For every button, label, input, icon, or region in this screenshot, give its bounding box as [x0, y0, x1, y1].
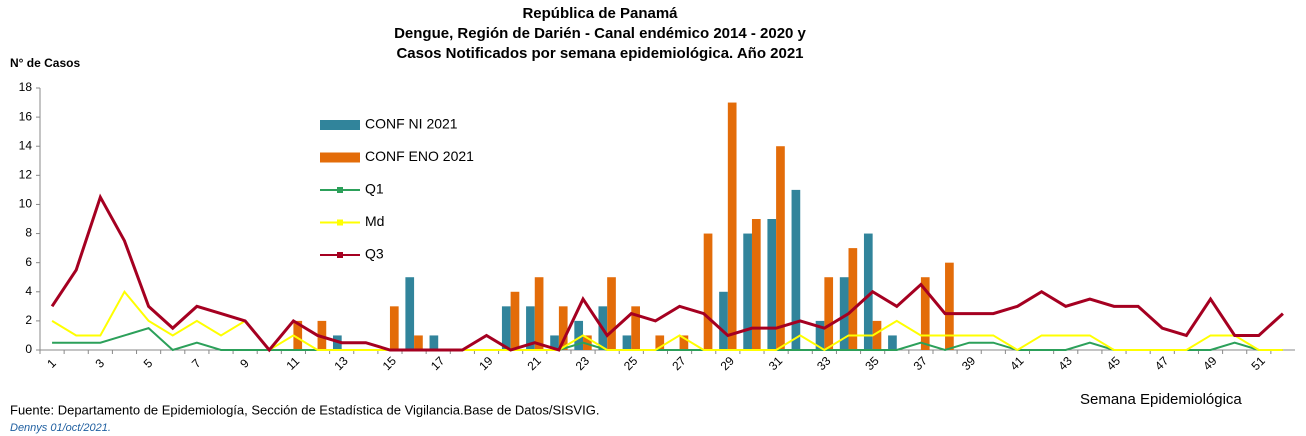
y-tick-label: 0 — [25, 342, 32, 356]
note: Dennys 01/oct/2021. — [10, 422, 111, 434]
bar — [719, 291, 728, 350]
bar — [776, 146, 785, 350]
legend-marker — [337, 187, 343, 193]
bar — [751, 219, 761, 350]
bar — [815, 320, 825, 350]
x-tick-label: 29 — [718, 354, 738, 374]
x-tick-label: 9 — [237, 356, 252, 371]
x-tick-label: 41 — [1007, 354, 1027, 374]
y-tick-label: 2 — [25, 313, 32, 327]
x-tick-label: 13 — [331, 354, 351, 374]
x-tick-label: 3 — [92, 356, 107, 371]
line — [52, 327, 1283, 352]
bar — [945, 262, 954, 350]
bar — [550, 335, 559, 350]
bar — [888, 335, 897, 350]
x-axis-label: Semana Epidemiológica — [1080, 391, 1242, 408]
bar — [839, 277, 849, 350]
bar — [405, 277, 415, 350]
bar — [526, 306, 535, 350]
x-tick-label: 37 — [911, 354, 931, 374]
y-tick-label: 16 — [19, 109, 33, 123]
x-tick-label: 27 — [669, 354, 689, 374]
x-tick-label: 11 — [283, 354, 302, 373]
x-tick-label: 33 — [814, 354, 834, 374]
x-tick-label: 47 — [1152, 354, 1172, 374]
x-tick-label: 43 — [1055, 354, 1075, 374]
bar — [679, 335, 689, 350]
x-tick-label: 15 — [380, 354, 400, 374]
x-tick-label: 19 — [476, 354, 496, 374]
legend-label: Md — [365, 213, 384, 229]
bar — [727, 102, 737, 350]
y-tick-label: 14 — [19, 138, 33, 152]
source: Fuente: Departamento de Epidemiología, S… — [10, 402, 599, 417]
y-tick-label: 10 — [19, 197, 33, 211]
bar — [863, 233, 873, 350]
y-tick-label: 8 — [25, 226, 32, 240]
x-tick-label: 5 — [141, 356, 156, 371]
y-tick-label: 4 — [25, 284, 32, 298]
line — [50, 193, 1284, 353]
x-tick-label: 45 — [1104, 354, 1124, 374]
x-tick-label: 1 — [44, 356, 59, 371]
bar — [631, 306, 640, 350]
y-axis-label: N° de Casos — [10, 56, 80, 70]
bar — [622, 335, 632, 350]
x-tick-label: 23 — [573, 354, 593, 374]
x-tick-label: 25 — [621, 354, 641, 374]
x-tick-label: 21 — [525, 354, 545, 374]
legend-swatch — [320, 120, 360, 130]
bar — [510, 291, 520, 350]
chart-title: República de Panamá — [522, 5, 678, 22]
bar — [534, 277, 544, 350]
bar — [824, 277, 834, 350]
bar — [743, 233, 752, 350]
x-tick-label: 49 — [1200, 354, 1220, 374]
x-tick-label: 39 — [959, 354, 979, 374]
bar — [607, 277, 616, 350]
bar — [655, 335, 665, 350]
bar — [293, 320, 303, 350]
x-tick-label: 7 — [189, 356, 204, 371]
legend-label: Q3 — [365, 246, 384, 262]
bar — [574, 320, 584, 350]
bar — [703, 233, 713, 350]
bar — [767, 219, 777, 350]
chart-title: Dengue, Región de Darién - Canal endémic… — [394, 25, 806, 42]
legend-label: CONF NI 2021 — [365, 116, 458, 132]
bar — [872, 320, 882, 350]
bar — [848, 248, 858, 350]
x-tick-label: 51 — [1249, 354, 1269, 374]
y-tick-label: 6 — [25, 255, 32, 269]
y-tick-label: 12 — [19, 168, 33, 182]
legend-label: CONF ENO 2021 — [365, 148, 474, 164]
bar — [583, 335, 592, 350]
y-tick-label: 18 — [19, 80, 33, 94]
legend-marker — [337, 252, 343, 258]
bar — [558, 306, 568, 350]
legend-label: Q1 — [365, 181, 384, 197]
x-tick-label: 35 — [862, 354, 882, 374]
legend-swatch — [320, 152, 360, 163]
x-tick-label: 31 — [766, 354, 786, 374]
legend-marker — [337, 219, 343, 226]
bar — [920, 277, 930, 350]
bar — [429, 335, 439, 350]
bar — [414, 335, 423, 350]
bar — [389, 306, 399, 350]
chart-title: Casos Notificados por semana epidemiológ… — [396, 45, 803, 62]
bar — [791, 189, 801, 350]
bar — [501, 306, 511, 350]
x-tick-label: 17 — [428, 354, 448, 374]
